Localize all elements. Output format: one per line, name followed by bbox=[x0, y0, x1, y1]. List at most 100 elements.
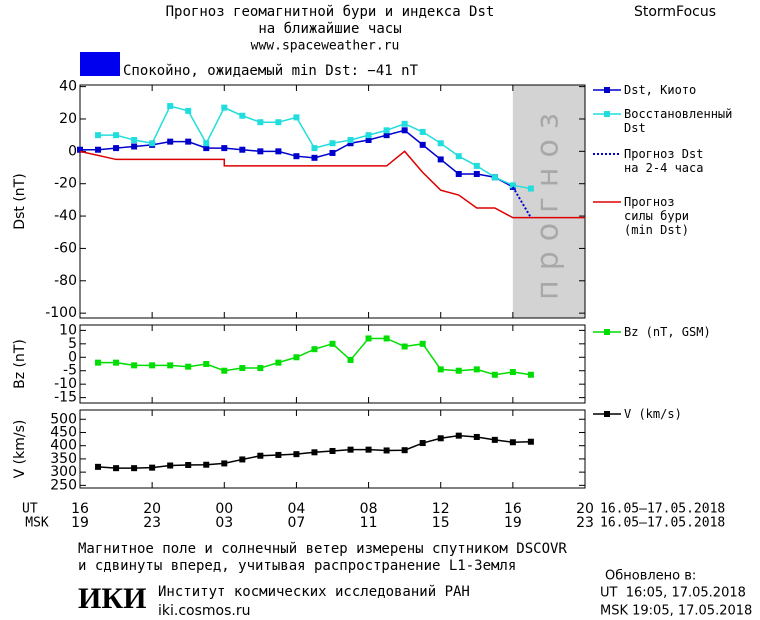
data-point bbox=[473, 433, 480, 440]
data-point bbox=[437, 366, 444, 373]
data-point bbox=[527, 371, 534, 378]
legend-entry: Прогноз Dst на 2-4 часа bbox=[624, 147, 704, 175]
data-point bbox=[347, 137, 354, 144]
data-point bbox=[95, 132, 102, 139]
url: www.spaceweather.ru bbox=[251, 39, 400, 54]
data-point bbox=[203, 140, 210, 147]
data-point bbox=[167, 103, 174, 110]
forecast-label: прогноз bbox=[530, 103, 565, 300]
data-point bbox=[113, 359, 120, 366]
data-point bbox=[293, 114, 300, 121]
data-point bbox=[239, 456, 246, 463]
data-point bbox=[95, 146, 102, 153]
y-tick-label: -40 bbox=[54, 208, 77, 224]
data-point bbox=[473, 170, 480, 177]
y-tick-label: 300 bbox=[50, 464, 77, 480]
data-point bbox=[239, 365, 246, 372]
x-tick-label: 16 bbox=[504, 501, 522, 517]
y-tick-label: 250 bbox=[50, 477, 77, 493]
y-tick-label: 500 bbox=[50, 411, 77, 427]
data-point bbox=[275, 119, 282, 126]
status: Спокойно, ожидаемый min Dst: −41 nT bbox=[123, 63, 419, 79]
data-point bbox=[149, 464, 156, 471]
y-tick-label: -10 bbox=[54, 376, 77, 392]
y-axis-label: Bz (nT) bbox=[12, 339, 28, 389]
plot-frame bbox=[79, 409, 586, 489]
data-point bbox=[419, 440, 426, 447]
data-point bbox=[185, 138, 192, 145]
data-point bbox=[257, 452, 264, 459]
data-point bbox=[239, 146, 246, 153]
data-point bbox=[401, 120, 408, 127]
x-tick-label-msk: 19 bbox=[504, 515, 522, 531]
data-point bbox=[275, 148, 282, 155]
plot-frame bbox=[79, 84, 586, 319]
legend-marker bbox=[604, 329, 610, 335]
series-line bbox=[511, 186, 532, 219]
data-point bbox=[257, 365, 264, 372]
data-point bbox=[419, 340, 426, 347]
x-tick-label: 00 bbox=[215, 501, 233, 517]
ut-label: UT bbox=[22, 502, 38, 517]
data-point bbox=[455, 170, 462, 177]
brand: StormFocus bbox=[634, 4, 716, 20]
note: Магнитное поле и солнечный ветер измерен… bbox=[78, 541, 567, 557]
data-point bbox=[131, 137, 138, 144]
updated-msk: MSK 19:05, 17.05.2018 bbox=[600, 604, 752, 619]
data-point bbox=[509, 369, 516, 376]
note: и сдвинуты вперед, учитывая распростране… bbox=[78, 558, 516, 574]
x-tick-label-msk: 23 bbox=[143, 515, 161, 531]
data-point bbox=[131, 143, 138, 150]
data-point bbox=[149, 140, 156, 147]
data-point bbox=[455, 432, 462, 439]
x-tick-label: 12 bbox=[432, 501, 450, 517]
data-point bbox=[437, 140, 444, 147]
data-point bbox=[347, 446, 354, 453]
data-point bbox=[275, 451, 282, 458]
legend-entry: V (km/s) bbox=[624, 407, 682, 421]
msk-label: MSK bbox=[25, 516, 49, 531]
data-point bbox=[275, 359, 282, 366]
data-point bbox=[113, 145, 120, 152]
msk-range: 16.05–17.05.2018 bbox=[600, 516, 725, 531]
data-point bbox=[221, 145, 228, 152]
data-point bbox=[491, 371, 498, 378]
y-tick-label: -80 bbox=[54, 273, 77, 289]
data-point bbox=[365, 446, 372, 453]
site: iki.cosmos.ru bbox=[158, 603, 250, 619]
data-point bbox=[329, 140, 336, 147]
data-point bbox=[329, 447, 336, 454]
data-point bbox=[527, 438, 534, 445]
data-point bbox=[293, 451, 300, 458]
series-line bbox=[79, 150, 585, 219]
y-tick-label: 20 bbox=[59, 111, 77, 127]
legend-marker bbox=[604, 411, 610, 417]
status-box bbox=[80, 52, 120, 76]
data-point bbox=[203, 361, 210, 367]
data-point bbox=[311, 449, 318, 456]
data-point bbox=[401, 447, 408, 454]
data-point bbox=[95, 463, 102, 470]
data-point bbox=[185, 461, 192, 468]
data-point bbox=[311, 346, 318, 353]
y-tick-label: 350 bbox=[50, 451, 77, 467]
data-point bbox=[329, 149, 336, 156]
data-point bbox=[257, 119, 264, 126]
title: Прогноз геомагнитной бури и индекса Dst bbox=[166, 4, 495, 20]
data-point bbox=[221, 460, 228, 467]
forecast-region bbox=[512, 85, 585, 318]
legend-entry: Восстановленный Dst bbox=[624, 107, 733, 135]
legend-entry: Прогноз силы бури (min Dst) bbox=[624, 195, 690, 237]
x-tick-label-msk: 11 bbox=[360, 515, 378, 531]
updated-label: Обновлено в: bbox=[605, 569, 696, 584]
legend-marker bbox=[604, 87, 610, 93]
x-tick-label: 04 bbox=[288, 501, 306, 517]
data-point bbox=[185, 107, 192, 114]
data-point bbox=[419, 128, 426, 135]
x-tick-label: 20 bbox=[143, 501, 161, 517]
legend-entry: Dst, Киото bbox=[624, 83, 697, 97]
y-tick-label: 0 bbox=[68, 349, 77, 365]
data-point bbox=[401, 343, 408, 350]
logo: ИКИ bbox=[78, 582, 146, 615]
